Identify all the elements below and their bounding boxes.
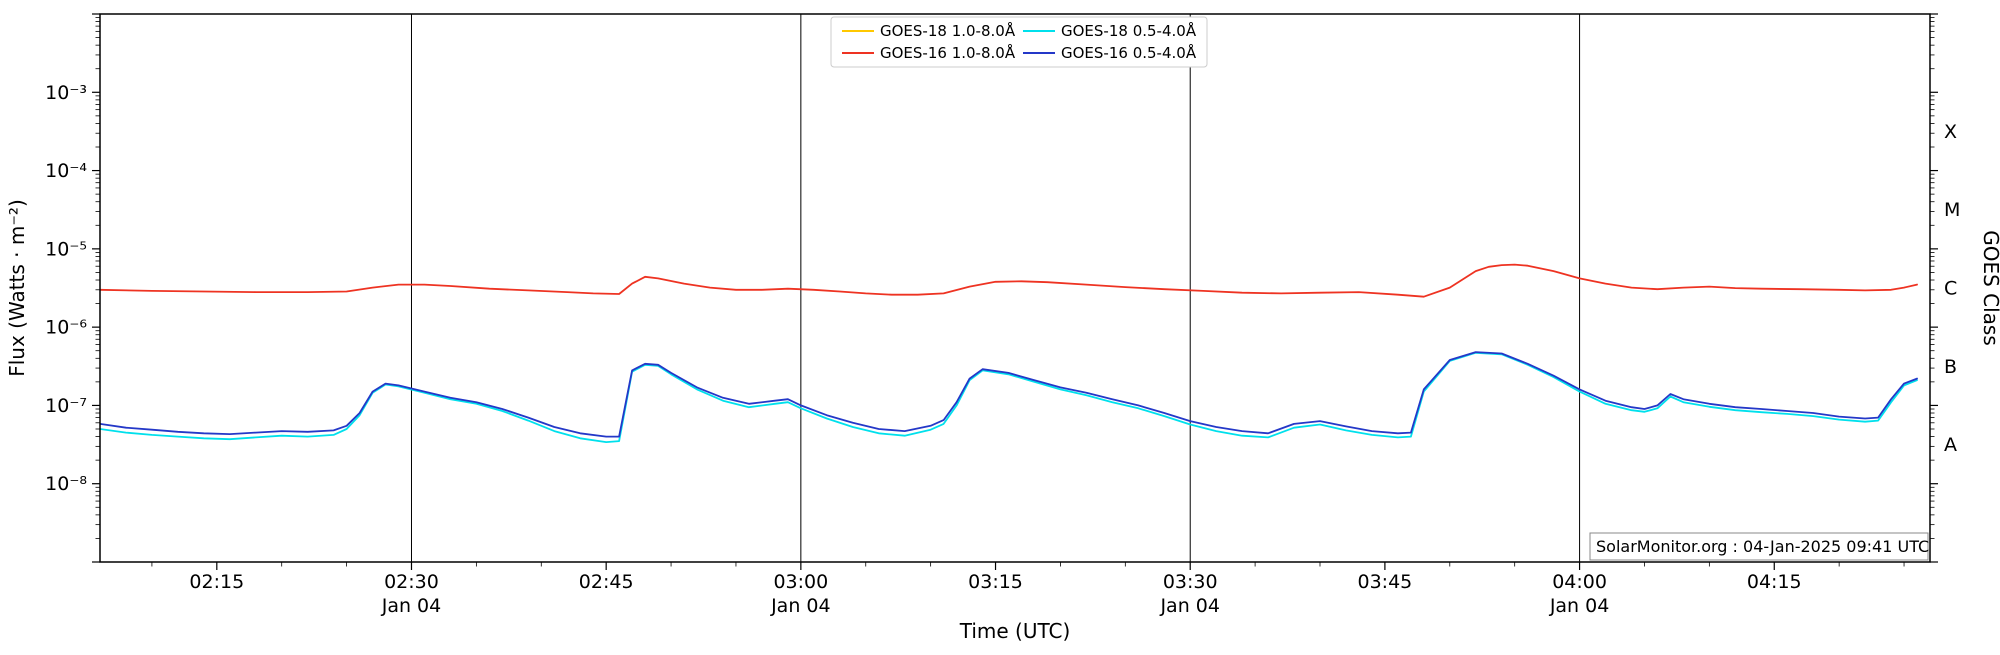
series-line	[100, 351, 1918, 438]
plot-frame	[99, 13, 1931, 563]
x-tick-label: 03:15	[968, 571, 1023, 593]
x-tick-label: 02:45	[579, 571, 634, 593]
y-tick-label: 10⁻⁴	[45, 160, 87, 182]
legend-label: GOES-16 0.5-4.0Å	[1061, 43, 1197, 62]
legend-label: GOES-18 1.0-8.0Å	[880, 21, 1016, 40]
goes-class-letter: B	[1944, 356, 1957, 378]
date-gridlines	[410, 14, 1581, 562]
x-tick-label: 02:15	[189, 571, 244, 593]
right-axis-title: GOES Class	[1979, 230, 2000, 346]
y-tick-label: 10⁻³	[45, 82, 87, 104]
y-tick-label: 10⁻⁶	[45, 317, 87, 339]
y-tick-label: 10⁻⁸	[45, 473, 87, 495]
watermark-text: SolarMonitor.org : 04-Jan-2025 09:41 UTC	[1596, 537, 1929, 556]
date-label: Jan 04	[1549, 595, 1610, 617]
date-label: Jan 04	[770, 595, 831, 617]
date-label: Jan 04	[1159, 595, 1220, 617]
goes-class-letter: M	[1944, 199, 1960, 221]
y-tick-label: 10⁻⁷	[45, 395, 87, 417]
x-tick-label: 02:30	[384, 571, 439, 593]
legend: GOES-18 1.0-8.0Å GOES-16 1.0-8.0Å GOES-18 …	[830, 16, 1208, 68]
legend-label: GOES-16 1.0-8.0Å	[880, 43, 1016, 62]
goes-class-letter: A	[1944, 434, 1957, 456]
legend-label: GOES-18 0.5-4.0Å	[1061, 21, 1197, 40]
x-tick-label: 03:00	[773, 571, 828, 593]
flux-series-lines	[100, 263, 1918, 443]
x-tick-label: 03:45	[1358, 571, 1413, 593]
goes-class-letter: C	[1944, 278, 1957, 300]
goes-class-letter: X	[1944, 121, 1957, 143]
axis-tick-labels: Jan 04 Jan 04 Jan 04 Jan 04 02:15 02:30 02:45 0…	[45, 82, 1801, 617]
x-tick-label: 04:00	[1552, 571, 1607, 593]
y-axis-title: Flux (Watts · m⁻²)	[5, 199, 29, 377]
goes-class-letters: X M C B A	[1944, 121, 1960, 456]
date-label: Jan 04	[381, 595, 442, 617]
y-tick-label: 10⁻⁵	[45, 238, 87, 260]
x-axis-title: Time (UTC)	[959, 619, 1071, 643]
watermark-box: SolarMonitor.org : 04-Jan-2025 09:41 UTC	[1589, 532, 1929, 561]
axis-ticks	[92, 13, 1938, 570]
series-line	[100, 351, 1918, 443]
legend-box	[830, 16, 1208, 68]
x-tick-label: 04:15	[1747, 571, 1802, 593]
watermark-border	[1589, 532, 1929, 561]
x-tick-label: 03:30	[1163, 571, 1218, 593]
series-line	[100, 263, 1918, 298]
